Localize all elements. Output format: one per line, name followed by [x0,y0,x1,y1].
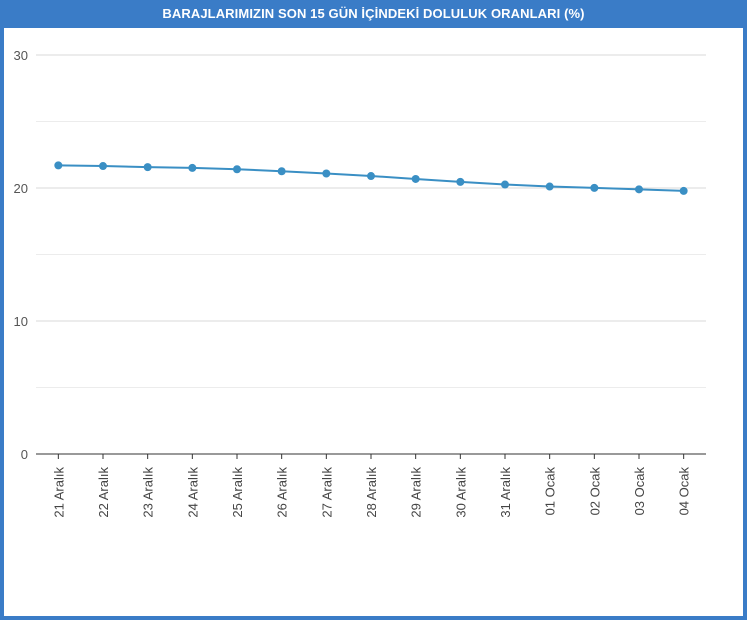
data-point[interactable] [54,161,63,170]
data-point[interactable] [635,185,643,194]
x-tick-label: 24 Aralık [185,467,200,518]
series-line [54,161,688,195]
y-tick-label: 30 [14,48,28,63]
x-tick-label: 02 Ocak [587,467,602,516]
x-tick-label: 22 Aralık [96,467,111,518]
x-tick-label: 28 Aralık [364,467,379,518]
data-point[interactable] [411,174,420,183]
data-point[interactable] [367,172,375,181]
x-tick-label: 23 Aralık [141,467,156,518]
data-point[interactable] [590,183,599,192]
x-tick-label: 03 Ocak [632,467,647,516]
data-point[interactable] [99,162,107,171]
x-tick-label: 04 Ocak [677,467,692,516]
grid-lines [36,54,706,455]
y-tick-label: 10 [14,314,28,329]
y-tick-label: 20 [14,181,28,196]
data-point[interactable] [143,163,152,172]
x-tick-label: 31 Aralık [498,467,513,518]
data-point[interactable] [277,167,286,176]
x-tick-label: 25 Aralık [230,467,245,518]
data-point[interactable] [233,165,241,174]
data-point[interactable] [679,186,688,195]
x-tick-label: 29 Aralık [409,467,424,518]
data-point[interactable] [456,177,465,186]
chart-title: BARAJLARIMIZIN SON 15 GÜN İÇİNDEKİ DOLUL… [0,0,747,28]
x-tick-label: 30 Aralık [453,467,468,518]
x-tick-label: 01 Ocak [543,467,558,516]
data-point[interactable] [545,182,554,191]
data-point[interactable] [188,163,197,172]
y-axis: 0 10 20 30 [14,48,28,462]
y-tick-label: 0 [21,447,28,462]
x-tick-label: 26 Aralık [275,467,290,518]
data-point[interactable] [501,180,509,189]
data-point[interactable] [322,169,331,178]
x-tick-label: 21 Aralık [51,467,66,518]
x-tick-label: 27 Aralık [319,467,334,518]
x-axis: 21 Aralık 22 Aralık 23 Aralık 24 Aralık 25 A… [51,454,692,518]
